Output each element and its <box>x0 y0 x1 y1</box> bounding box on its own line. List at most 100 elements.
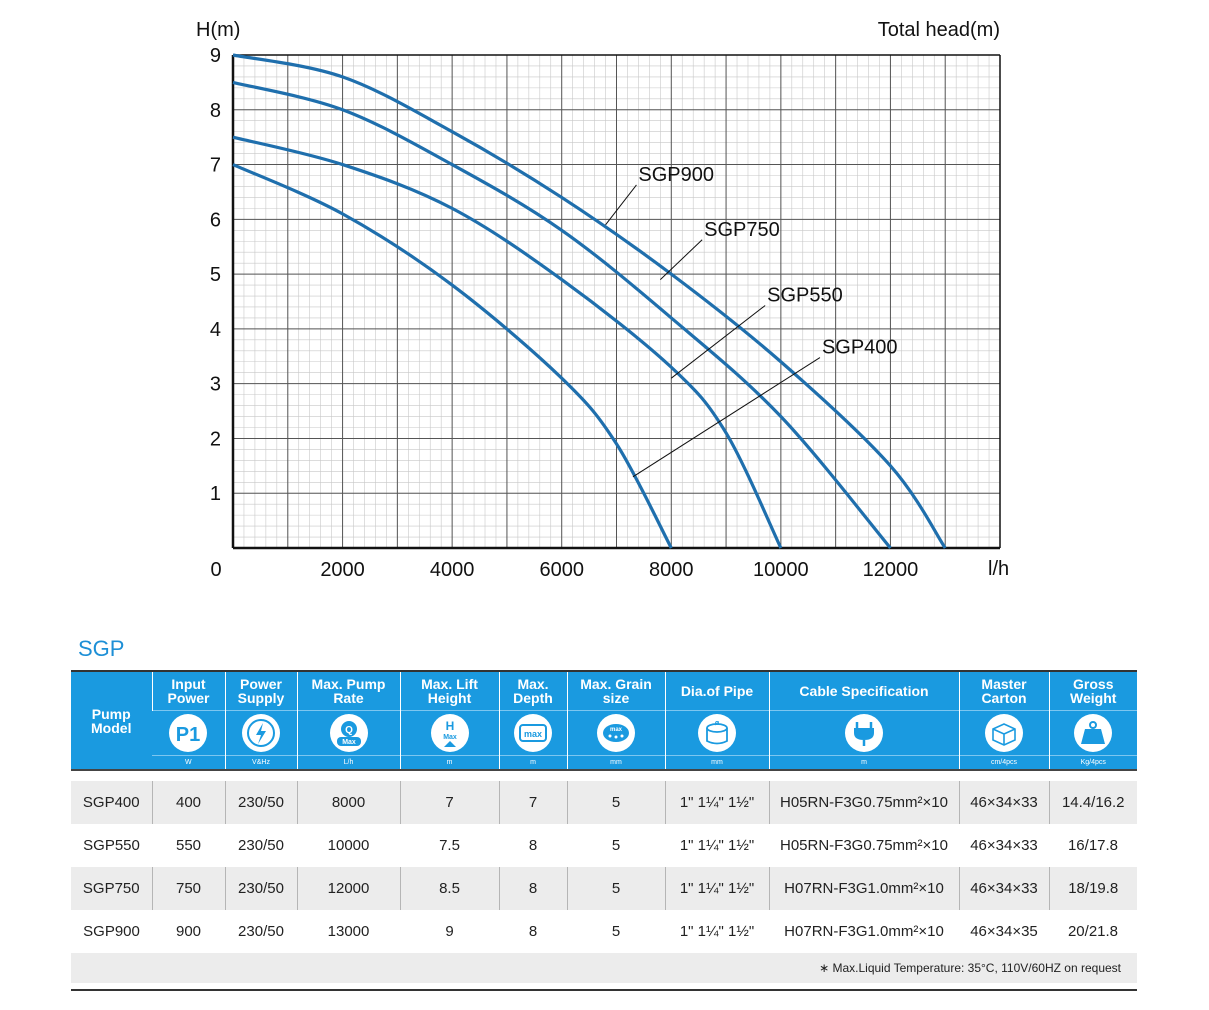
carton-icon <box>985 714 1023 752</box>
table-title: SGP <box>78 636 125 661</box>
header-label: Dia.of Pipe <box>664 672 769 711</box>
table-cell: 46×34×33 <box>958 781 1049 824</box>
table-cell: 400 <box>151 781 225 824</box>
table-cell: 12000 <box>296 867 400 910</box>
curve-sgp400 <box>232 163 673 549</box>
x-tick-label: 6000 <box>539 559 584 581</box>
table-cell: 13000 <box>327 923 370 940</box>
header-unit: Kg/4pcs <box>1048 755 1137 770</box>
q-max-icon: Q Max <box>329 714 368 752</box>
table-cell: H05RN-F3G0.75mm²×10 <box>768 781 959 824</box>
header-unit: m <box>399 755 499 770</box>
y-tick-label: 7 <box>210 155 221 177</box>
table-cell: 8 <box>498 867 567 910</box>
table-row: SGP900 900 230/50 13000 9 8 5 1" 1¼" 1½" H07RN-F… <box>71 910 1137 953</box>
svg-text:Q: Q <box>345 725 353 736</box>
cell-model: SGP400 <box>71 781 152 824</box>
header-icon-cell <box>1048 710 1137 756</box>
pipe-diameter-icon: ø <box>698 714 736 752</box>
curve-sgp750 <box>232 80 892 550</box>
header-icon-cell <box>224 710 297 756</box>
table-cell: 7 <box>498 781 567 824</box>
cell-model: SGP750 <box>71 867 152 910</box>
table-cell: 550 <box>175 837 202 854</box>
svg-text:P1: P1 <box>176 724 200 746</box>
header-unit: m <box>498 755 567 770</box>
header-row-labels: Pump Model Input Power Power Supply Max. Pu… <box>71 672 1137 770</box>
table-row: SGP550 550 230/50 10000 7.5 8 5 1" 1¼" 1½" H05RN… <box>71 824 1137 867</box>
x-axis-label: l/h <box>988 558 1009 580</box>
table-cell: 9 <box>445 923 454 940</box>
leader-sgp900 <box>605 184 637 226</box>
header-icon-cell: max <box>498 710 567 756</box>
table-cell: 1" 1¼" 1½" <box>679 837 755 854</box>
footnote: ∗ Max.Liquid Temperature: 35°C, 110V/60H… <box>71 953 1137 983</box>
footnote-row: ∗ Max.Liquid Temperature: 35°C, 110V/60H… <box>71 953 1137 983</box>
cell-model: SGP900 <box>83 923 140 940</box>
table-cell: 16/17.8 <box>1067 837 1119 854</box>
table-row: SGP750 750 230/50 12000 8.5 8 5 1" 1¼" 1½" H07RN… <box>71 867 1137 910</box>
table-bottom-rule <box>71 989 1137 991</box>
table-cell: 230/50 <box>238 837 284 854</box>
table-cell: 1" 1¼" 1½" <box>664 781 769 824</box>
table-cell: 900 <box>175 923 202 940</box>
table-cell: 5 <box>566 781 665 824</box>
header-label: Power Supply <box>224 672 297 711</box>
header-label: Gross Weight <box>1048 672 1137 711</box>
header-icon-cell: P1 <box>152 710 225 756</box>
header-label: Max. Lift Height <box>399 672 499 711</box>
table-cell: 46×34×33 <box>958 867 1049 910</box>
p1-icon: P1 <box>169 714 208 752</box>
svg-text:ø: ø <box>715 720 720 727</box>
header-unit: m <box>768 755 959 770</box>
leader-sgp550 <box>670 305 766 379</box>
table-cell: 14.4/16.2 <box>1048 781 1137 824</box>
header-label: Master Carton <box>958 672 1049 711</box>
header-label: Cable Specification <box>768 672 959 711</box>
table-cell: 8 <box>528 837 538 854</box>
header-icon-cell <box>768 710 959 756</box>
x-tick-label: 8000 <box>649 559 694 581</box>
header-unit: mm <box>664 755 769 770</box>
table-cell: 7.5 <box>439 837 460 854</box>
y-tick-label: 6 <box>210 209 221 231</box>
major-gridlines <box>232 54 1001 549</box>
header-icon-cell: max <box>566 710 665 756</box>
series-labels: SGP900 SGP750 SGP550 SGP400 <box>605 164 898 478</box>
table-cell: 5 <box>611 923 621 940</box>
pump-curve-chart: 0 2000 4000 6000 8000 10000 12000 1 2 3 4 5 6 7 8 9 SGP… <box>196 19 1009 581</box>
header-row-icons: P1 Q Max H Max max max ø <box>71 710 1137 756</box>
table-cell: 18/19.8 <box>1048 867 1137 910</box>
grain-max-icon: max <box>597 714 635 752</box>
table-cell: H07RN-F3G1.0mm²×10 <box>768 867 959 910</box>
leader-sgp750 <box>659 239 703 280</box>
y-tick-label: 4 <box>210 319 221 341</box>
curve-sgp900 <box>232 53 947 549</box>
plug-icon <box>845 714 883 752</box>
x-tick-label: 10000 <box>753 559 809 581</box>
y-axis-label: H(m) <box>196 19 240 41</box>
svg-text:Max: Max <box>342 739 356 746</box>
svg-text:max: max <box>524 729 542 739</box>
y-tick-label: 3 <box>210 374 221 396</box>
header-unit: cm/4pcs <box>958 755 1049 770</box>
table-cell: 10000 <box>327 837 370 854</box>
svg-text:Max: Max <box>443 734 457 741</box>
header-unit: L/h <box>296 755 400 770</box>
tick-labels: 0 2000 4000 6000 8000 10000 12000 1 2 3 4 5 6 7 8 9 <box>210 45 918 581</box>
header-label: Max. Depth <box>498 672 567 711</box>
y-tick-label: 8 <box>210 100 221 122</box>
header-label: Max. Pump Rate <box>296 672 400 711</box>
lightning-icon <box>242 714 280 752</box>
spec-table: Pump Model Input Power Power Supply Max. Pu… <box>71 672 1137 983</box>
cell-model: SGP550 <box>83 837 140 854</box>
depth-max-icon: max <box>514 714 552 752</box>
table-cell: 5 <box>611 837 621 854</box>
table-cell: 230/50 <box>224 867 297 910</box>
svg-text:H: H <box>445 719 454 733</box>
table-cell: 230/50 <box>238 923 284 940</box>
table-cell: 8 <box>528 923 538 940</box>
y-tick-label: 1 <box>210 483 221 505</box>
label-sgp750: SGP750 <box>704 219 780 241</box>
x-tick-label: 0 <box>210 559 221 581</box>
